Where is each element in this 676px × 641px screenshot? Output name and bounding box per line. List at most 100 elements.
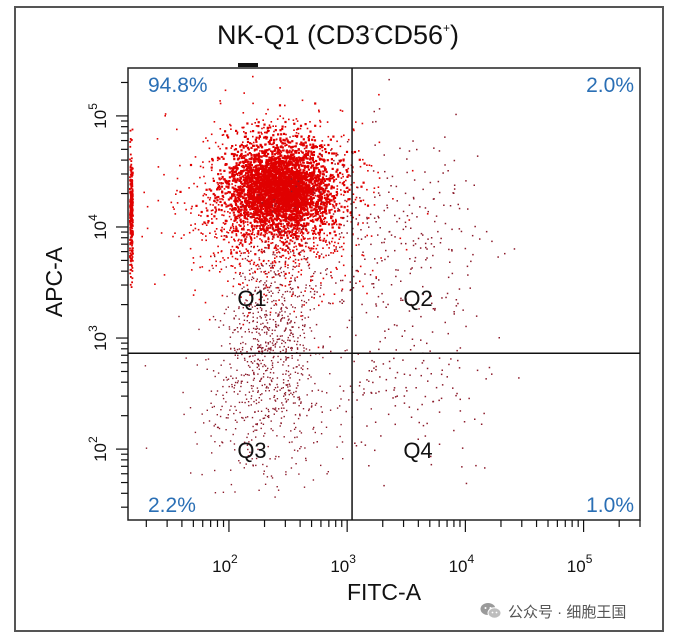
event-point — [265, 280, 268, 282]
event-point — [301, 189, 304, 191]
event-point — [360, 185, 363, 188]
event-point — [307, 150, 310, 153]
event-point — [300, 206, 303, 209]
event-point — [269, 126, 272, 129]
event-point — [319, 287, 322, 289]
event-point — [264, 216, 267, 219]
event-point — [332, 302, 334, 305]
event-point — [254, 138, 257, 141]
event-point — [303, 171, 306, 175]
event-point — [212, 209, 214, 211]
event-point — [305, 190, 308, 193]
event-point — [249, 216, 252, 218]
event-point — [280, 184, 282, 186]
event-point — [331, 167, 334, 170]
event-point — [275, 225, 278, 228]
event-point — [305, 150, 308, 153]
event-point — [271, 153, 274, 156]
event-point — [249, 260, 251, 263]
event-point — [256, 268, 259, 270]
event-point — [299, 194, 302, 197]
event-point — [308, 179, 311, 181]
event-point — [257, 233, 260, 236]
event-point — [240, 232, 242, 234]
event-point — [298, 295, 301, 297]
event-point — [234, 170, 237, 173]
event-point — [321, 140, 324, 142]
event-point — [235, 154, 239, 157]
event-point — [302, 144, 305, 147]
event-point — [250, 241, 253, 244]
event-point — [273, 264, 276, 267]
event-point — [283, 188, 286, 191]
event-point — [227, 181, 230, 183]
event-point — [269, 193, 272, 196]
event-point — [306, 154, 308, 156]
event-point — [245, 211, 248, 214]
event-point — [239, 250, 241, 253]
event-point — [359, 265, 362, 268]
event-point — [276, 190, 279, 193]
event-point — [258, 156, 261, 158]
event-point — [258, 170, 260, 172]
event-point — [322, 204, 324, 206]
event-point — [202, 194, 205, 197]
event-point — [273, 179, 276, 182]
event-point — [260, 220, 263, 223]
event-point — [259, 233, 262, 236]
event-point — [267, 181, 270, 183]
event-point — [295, 177, 298, 180]
event-point — [289, 170, 292, 173]
event-point — [246, 229, 249, 231]
event-point — [305, 198, 308, 201]
event-point — [294, 159, 297, 162]
event-point — [271, 220, 274, 223]
event-point — [249, 205, 252, 208]
event-point — [210, 169, 213, 172]
event-point — [370, 235, 373, 237]
event-point — [239, 202, 242, 205]
event-point — [346, 175, 349, 178]
event-point — [254, 160, 257, 163]
event-point — [215, 208, 217, 211]
event-point — [312, 220, 315, 223]
event-point — [293, 178, 296, 181]
event-point — [261, 133, 263, 135]
event-point — [259, 220, 262, 223]
event-point — [332, 222, 335, 225]
event-point — [283, 189, 286, 193]
event-point — [346, 205, 349, 208]
event-point — [255, 188, 257, 191]
event-point — [239, 144, 242, 147]
event-point — [223, 259, 226, 261]
event-point — [263, 179, 265, 181]
event-point — [291, 181, 294, 184]
event-point — [288, 171, 291, 174]
event-point — [282, 304, 284, 306]
event-point — [311, 156, 314, 159]
event-point — [304, 201, 307, 204]
event-point — [280, 358, 282, 361]
event-point — [227, 280, 229, 282]
event-point — [261, 264, 263, 267]
event-point — [254, 158, 257, 161]
event-point — [319, 170, 322, 173]
event-point — [248, 391, 251, 393]
event-point — [237, 247, 239, 249]
event-point — [296, 232, 299, 234]
event-point — [275, 219, 278, 222]
event-point — [303, 190, 306, 193]
event-point — [226, 182, 229, 185]
event-point — [352, 216, 354, 219]
event-point — [280, 205, 283, 208]
event-point — [310, 187, 313, 189]
event-point — [235, 162, 238, 165]
event-point — [254, 221, 256, 223]
event-point — [296, 182, 299, 185]
event-point — [256, 327, 259, 330]
event-point — [303, 164, 306, 167]
event-point — [234, 229, 237, 233]
event-point — [256, 206, 259, 209]
event-point — [310, 215, 312, 217]
event-point — [245, 200, 248, 203]
